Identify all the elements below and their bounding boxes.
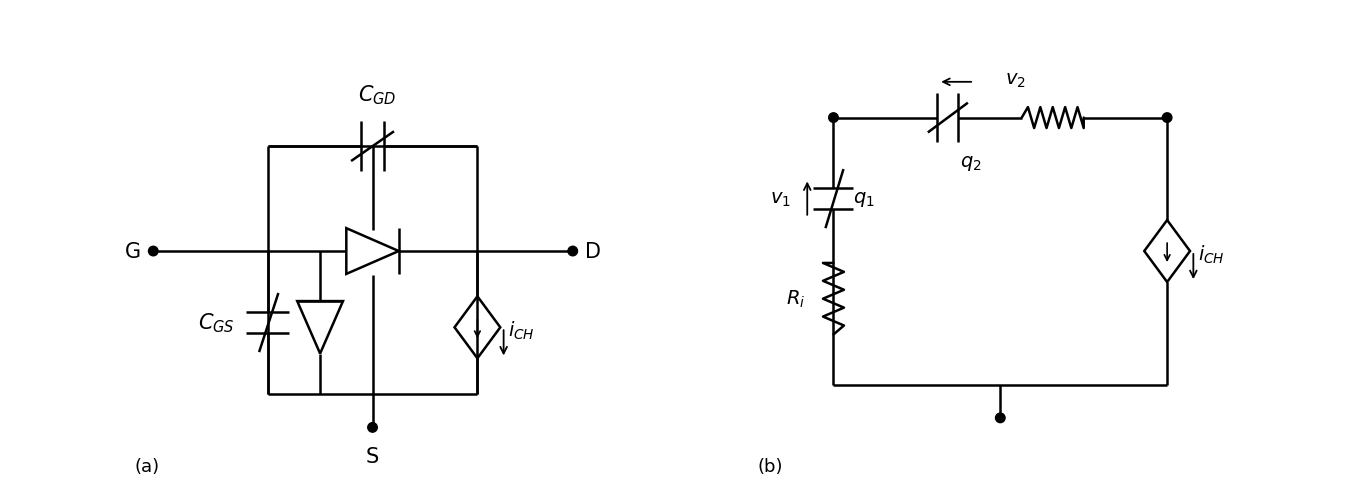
Circle shape — [996, 413, 1005, 423]
Circle shape — [1163, 114, 1172, 123]
Text: $q_2$: $q_2$ — [959, 154, 982, 173]
Text: $i_{CH}$: $i_{CH}$ — [1198, 243, 1225, 265]
Text: $v_2$: $v_2$ — [1005, 71, 1025, 90]
Text: (a): (a) — [134, 457, 159, 475]
Text: $i_{CH}$: $i_{CH}$ — [509, 319, 536, 341]
Text: $R_i$: $R_i$ — [785, 288, 805, 310]
Circle shape — [568, 247, 577, 256]
Text: $C_{GD}$: $C_{GD}$ — [357, 83, 397, 106]
Text: G: G — [125, 242, 142, 261]
Text: D: D — [584, 242, 600, 261]
Circle shape — [148, 247, 158, 256]
Text: $q_1$: $q_1$ — [853, 190, 874, 209]
Text: S: S — [366, 447, 379, 467]
Text: $C_{GS}$: $C_{GS}$ — [197, 311, 235, 334]
Text: $v_1$: $v_1$ — [770, 190, 791, 209]
Circle shape — [828, 114, 838, 123]
Circle shape — [368, 423, 378, 432]
Text: (b): (b) — [757, 457, 782, 475]
